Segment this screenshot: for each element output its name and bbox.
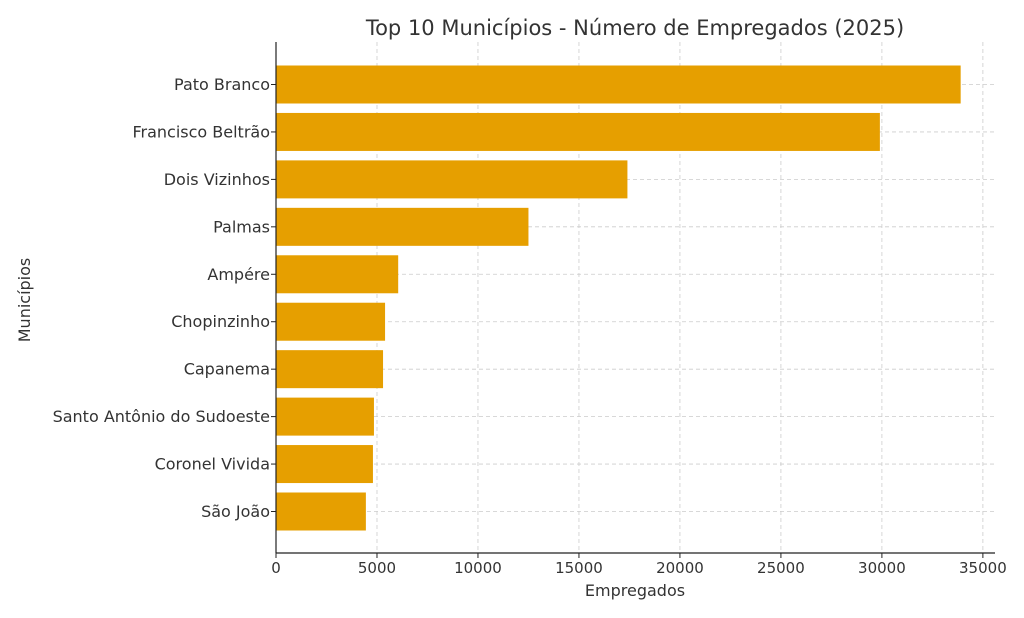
bars — [276, 65, 961, 531]
bar — [276, 302, 386, 341]
y-tick-label: Chopinzinho — [171, 312, 270, 331]
x-tick-label: 25000 — [757, 559, 805, 577]
y-axis-label: Municípios — [15, 258, 34, 343]
y-tick-label: Capanema — [184, 360, 270, 379]
y-tick-label: Palmas — [213, 217, 270, 236]
x-tick-label: 20000 — [656, 559, 704, 577]
x-tick-label: 15000 — [555, 559, 603, 577]
bar — [276, 112, 880, 151]
y-tick-label: Coronel Vivida — [155, 455, 270, 474]
y-tick-label: Francisco Beltrão — [132, 122, 270, 141]
y-tick-label: São João — [201, 502, 270, 521]
y-tick-label: Ampére — [207, 265, 270, 284]
bar — [276, 492, 366, 531]
x-tick-label: 5000 — [358, 559, 396, 577]
bar — [276, 445, 373, 484]
y-tick-label: Santo Antônio do Sudoeste — [53, 407, 270, 426]
bar — [276, 350, 384, 389]
bar — [276, 255, 399, 294]
x-tick-label: 30000 — [858, 559, 906, 577]
x-tick-label: 0 — [271, 559, 281, 577]
tick-labels: 0 5000 10000 15000 20000 25000 30000 35000 Pato … — [53, 75, 1007, 577]
bar — [276, 160, 628, 199]
y-tick-label: Dois Vizinhos — [164, 170, 270, 189]
x-tick-label: 35000 — [959, 559, 1007, 577]
axes — [271, 42, 995, 558]
chart-title: Top 10 Municípios - Número de Empregados… — [365, 16, 904, 40]
bar — [276, 397, 374, 436]
x-axis-label: Empregados — [585, 581, 685, 600]
x-tick-label: 10000 — [454, 559, 502, 577]
bar — [276, 65, 961, 104]
y-tick-label: Pato Branco — [174, 75, 270, 94]
bar — [276, 207, 529, 246]
